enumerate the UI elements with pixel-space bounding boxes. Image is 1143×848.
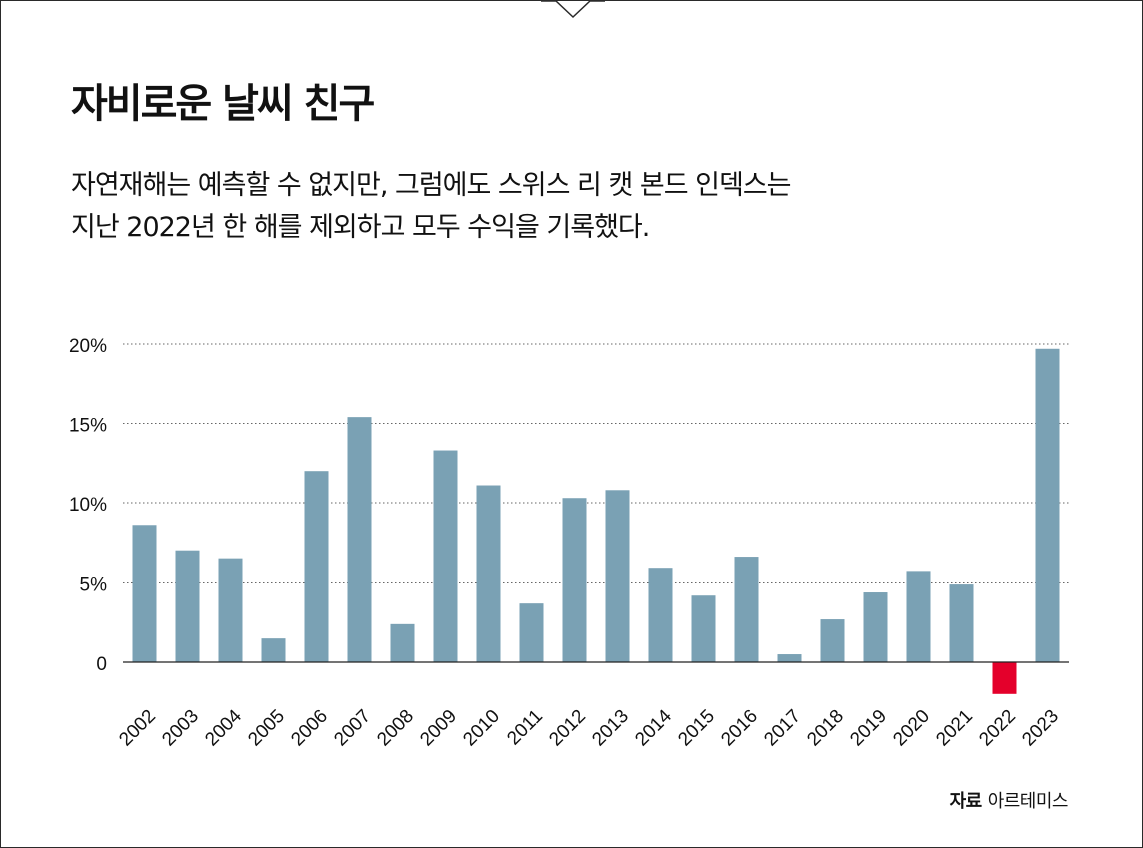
bar bbox=[132, 525, 157, 662]
bar bbox=[476, 485, 501, 662]
y-tick-label: 10% bbox=[69, 495, 107, 516]
y-tick-label: 20% bbox=[69, 336, 107, 357]
notch-chevron-icon bbox=[541, 1, 605, 19]
x-tick-label: 2002 bbox=[115, 706, 160, 751]
x-tick-label: 2014 bbox=[631, 705, 676, 750]
x-tick-label: 2012 bbox=[545, 706, 590, 751]
x-tick-label: 2013 bbox=[588, 706, 633, 751]
bar bbox=[433, 450, 458, 662]
bar bbox=[777, 654, 802, 662]
bar bbox=[304, 471, 329, 662]
bar bbox=[863, 592, 888, 662]
chart-title: 자비로운 날씨 친구 bbox=[71, 81, 375, 127]
source-label: 자료 bbox=[949, 791, 983, 812]
bar bbox=[605, 490, 630, 662]
bar bbox=[949, 584, 974, 662]
x-tick-label: 2018 bbox=[803, 706, 848, 751]
x-tick-label: 2016 bbox=[717, 706, 762, 751]
subtitle-line: 자연재해는 예측할 수 없지만, 그럼에도 스위스 리 캣 본드 인덱스는 bbox=[71, 170, 792, 201]
chart-subtitle: 자연재해는 예측할 수 없지만, 그럼에도 스위스 리 캣 본드 인덱스는 지난… bbox=[71, 165, 1071, 249]
x-tick-label: 2023 bbox=[1018, 706, 1063, 751]
bar bbox=[734, 557, 759, 662]
bar bbox=[906, 571, 931, 662]
x-tick-label: 2019 bbox=[846, 706, 891, 751]
x-tick-label: 2017 bbox=[760, 706, 805, 751]
x-tick-label: 2005 bbox=[244, 706, 289, 751]
x-tick-label: 2003 bbox=[158, 706, 203, 751]
x-tick-label: 2022 bbox=[975, 706, 1020, 751]
bar bbox=[519, 603, 544, 662]
bar bbox=[562, 498, 587, 662]
x-tick-label: 2004 bbox=[201, 705, 246, 750]
x-tick-label: 2020 bbox=[889, 706, 934, 751]
bar bbox=[691, 595, 716, 662]
subtitle-line: 지난 2022년 한 해를 제외하고 모두 수익을 기록했다. bbox=[71, 212, 650, 243]
x-tick-label: 2009 bbox=[416, 706, 461, 751]
x-tick-label: 2007 bbox=[330, 706, 375, 751]
bar bbox=[218, 558, 243, 662]
x-tick-label: 2011 bbox=[503, 706, 547, 750]
x-tick-label: 2006 bbox=[287, 706, 332, 751]
x-tick-label: 2021 bbox=[932, 706, 977, 751]
y-tick-label: 0 bbox=[96, 654, 107, 675]
bar bbox=[648, 568, 673, 662]
source-text: 아르테미스 bbox=[987, 791, 1069, 812]
source-note: 자료 아르테미스 bbox=[949, 787, 1069, 813]
y-tick-label: 5% bbox=[80, 575, 108, 596]
bar bbox=[1035, 348, 1060, 662]
bar bbox=[820, 619, 845, 662]
x-tick-label: 2015 bbox=[674, 706, 719, 751]
x-tick-label: 2008 bbox=[373, 706, 418, 751]
x-tick-label: 2010 bbox=[459, 706, 504, 751]
bar bbox=[992, 662, 1017, 694]
bar bbox=[175, 550, 200, 662]
y-tick-label: 15% bbox=[69, 416, 107, 437]
bar bbox=[261, 638, 286, 662]
bar bbox=[347, 417, 372, 662]
bar bbox=[390, 623, 415, 662]
